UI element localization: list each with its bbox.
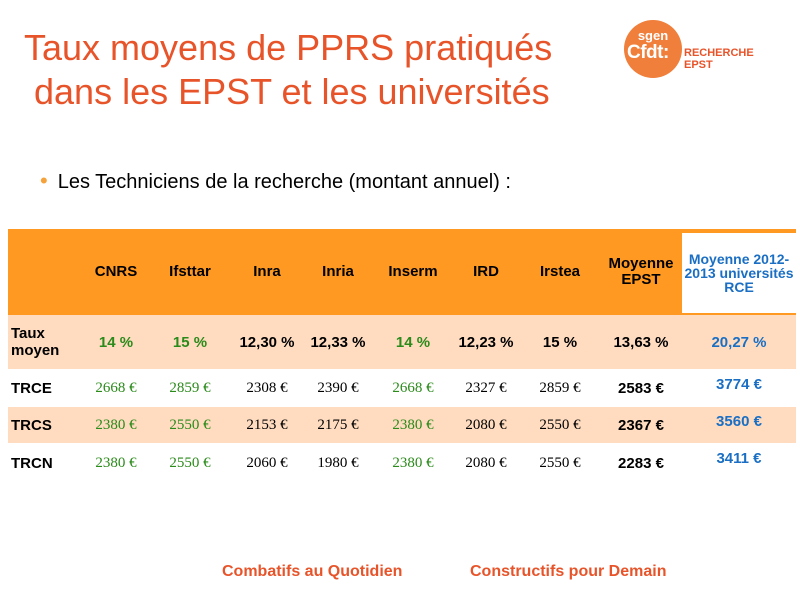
table-cell: 2380 € bbox=[392, 454, 434, 471]
header-cell-moyenne-universites: Moyenne 2012-2013 universités RCE bbox=[682, 233, 796, 313]
table-cell: 2327 € bbox=[465, 379, 507, 396]
logo-recherche-epst: RECHERCHE EPST bbox=[684, 47, 754, 71]
table-cell: 3411 € bbox=[716, 449, 762, 467]
table-row-trce: TRCE 2668 € 2859 € 2308 € 2390 € 2668 € … bbox=[8, 369, 796, 407]
table-row-taux-moyen: Taux moyen 14 % 15 % 12,30 % 12,33 % 14 … bbox=[8, 315, 796, 369]
header-cell-moyenne-epst: Moyenne EPST bbox=[608, 255, 674, 288]
table-cell: 12,33 % bbox=[310, 333, 366, 351]
table-cell: 2283 € bbox=[618, 454, 664, 472]
table-cell: 2175 € bbox=[317, 416, 359, 433]
table-cell: 15 % bbox=[542, 333, 578, 351]
footer-left: Combatifs au Quotidien bbox=[222, 563, 403, 580]
header-cell-cnrs: CNRS bbox=[94, 263, 138, 280]
header-cell-irstea: Irstea bbox=[539, 263, 581, 280]
title-line-1: Taux moyens de PPRS pratiqués bbox=[24, 27, 553, 68]
bullet-text: Les Techniciens de la recherche (montant… bbox=[57, 171, 511, 193]
table-cell: 2550 € bbox=[539, 454, 581, 471]
header-cell-inserm: Inserm bbox=[388, 263, 438, 280]
table-cell: 2668 € bbox=[392, 379, 434, 396]
table-cell: 12,30 % bbox=[239, 333, 295, 351]
table-cell: 2367 € bbox=[618, 416, 664, 434]
footer-right: Constructifs pour Demain bbox=[470, 563, 667, 580]
table-cell: 2308 € bbox=[246, 379, 288, 396]
table-cell: 14 % bbox=[395, 333, 431, 351]
table-cell: 2080 € bbox=[465, 454, 507, 471]
row-label: TRCS bbox=[11, 416, 52, 434]
table-cell: 2080 € bbox=[465, 416, 507, 433]
bullet-dot-icon: • bbox=[40, 168, 48, 193]
table-cell: 2583 € bbox=[618, 379, 664, 397]
table-cell: 2859 € bbox=[539, 379, 581, 396]
row-label: TRCN bbox=[11, 454, 53, 472]
table-cell: 15 % bbox=[172, 333, 208, 351]
table-cell: 3774 € bbox=[716, 375, 762, 393]
logo-circle: sgen Cfdt: bbox=[624, 20, 682, 78]
row-label: Taux moyen bbox=[11, 325, 60, 359]
table-cell: 2380 € bbox=[95, 416, 137, 433]
table-row-trcn: TRCN 2380 € 2550 € 2060 € 1980 € 2380 € … bbox=[8, 443, 796, 483]
logo-sgen: sgen bbox=[637, 28, 669, 43]
bullet-item: • Les Techniciens de la recherche (montan… bbox=[40, 168, 511, 194]
sgen-cfdt-logo: sgen Cfdt: RECHERCHE EPST bbox=[624, 20, 784, 80]
table-cell: 2390 € bbox=[317, 379, 359, 396]
table-cell: 3560 € bbox=[716, 412, 762, 430]
header-cell-empty bbox=[8, 229, 84, 315]
table-cell: 2550 € bbox=[169, 416, 211, 433]
table-cell: 13,63 % bbox=[613, 333, 669, 351]
table-cell: 2380 € bbox=[392, 416, 434, 433]
table-row-trcs: TRCS 2380 € 2550 € 2153 € 2175 € 2380 € … bbox=[8, 407, 796, 443]
table-cell: 14 % bbox=[98, 333, 134, 351]
table-cell: 2380 € bbox=[95, 454, 137, 471]
table-cell: 2859 € bbox=[169, 379, 211, 396]
logo-cfdt: Cfdt: bbox=[627, 42, 669, 63]
table-header-row: CNRS Ifsttar Inra Inria Inserm IRD Irste… bbox=[8, 229, 796, 315]
table-cell: 2153 € bbox=[246, 416, 288, 433]
header-cell-ird: IRD bbox=[473, 263, 499, 280]
row-label: TRCE bbox=[11, 379, 52, 397]
table-cell: 12,23 % bbox=[458, 333, 514, 351]
header-cell-inria: Inria bbox=[322, 263, 354, 280]
table-cell: 20,27 % bbox=[711, 333, 767, 351]
table-cell: 1980 € bbox=[317, 454, 359, 471]
header-cell-inra: Inra bbox=[253, 263, 281, 280]
slide-title: Taux moyens de PPRS pratiqués dans les E… bbox=[24, 26, 552, 114]
table-cell: 2060 € bbox=[246, 454, 288, 471]
table-cell: 2668 € bbox=[95, 379, 137, 396]
table-cell: 2550 € bbox=[539, 416, 581, 433]
header-cell-ifsttar: Ifsttar bbox=[169, 263, 211, 280]
table-cell: 2550 € bbox=[169, 454, 211, 471]
title-line-2: dans les EPST et les universités bbox=[34, 71, 550, 112]
